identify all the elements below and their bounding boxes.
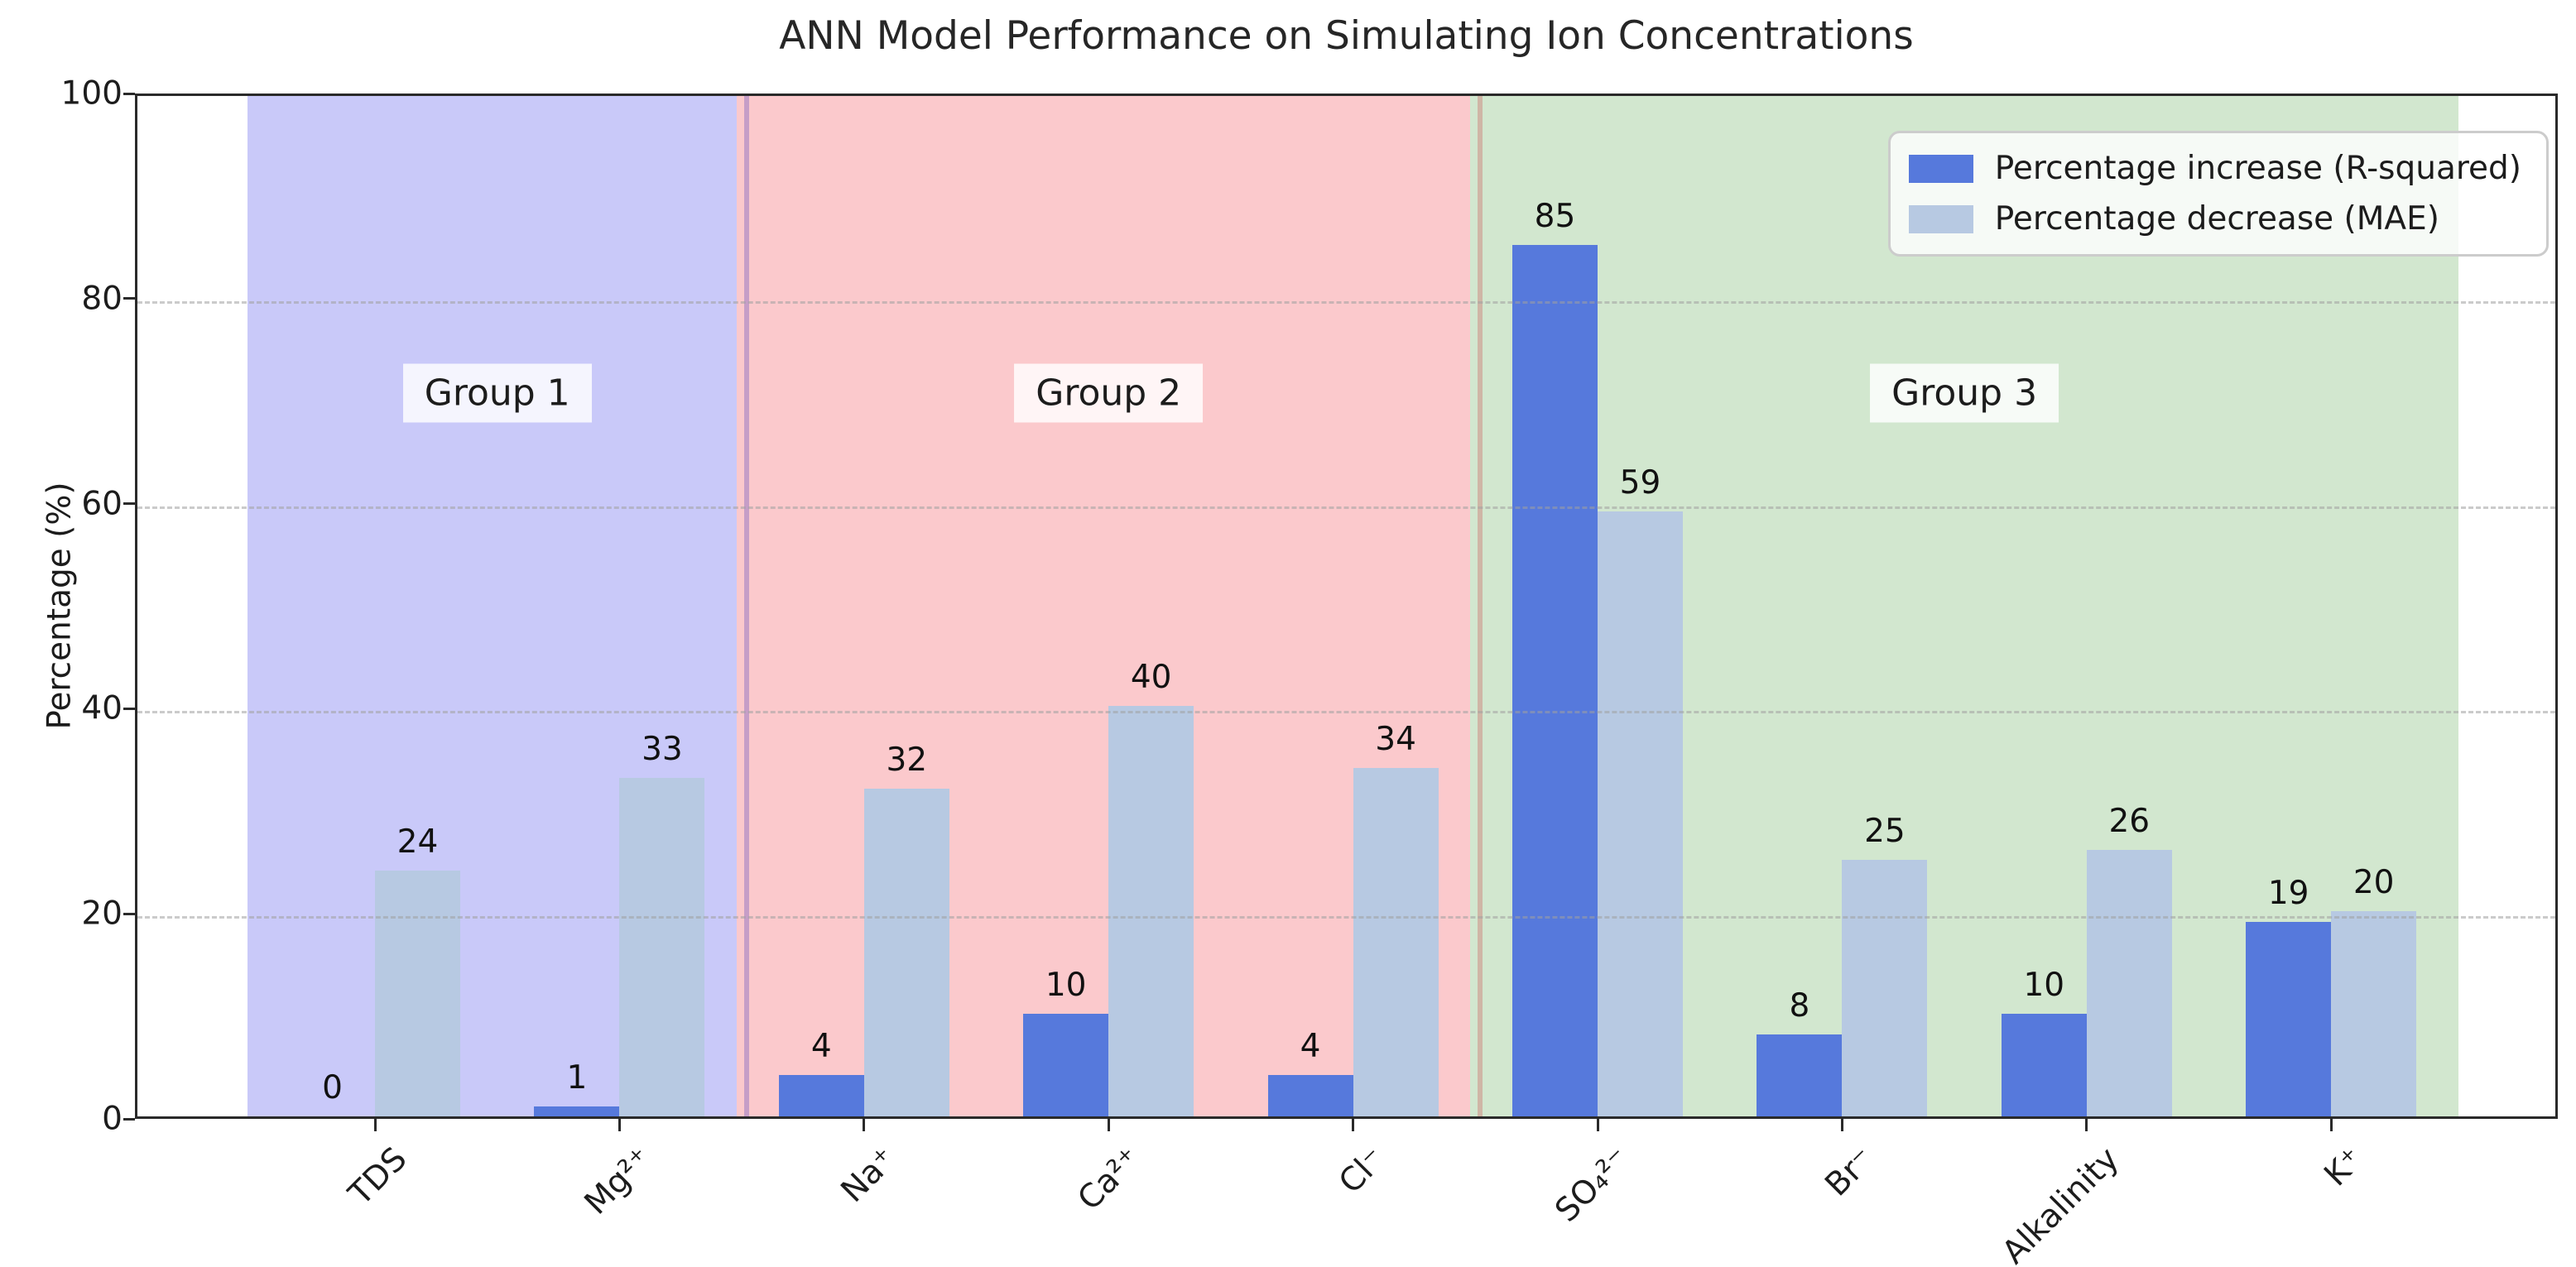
value-label-r-squared-cat6: 8 xyxy=(1789,986,1810,1025)
value-label-r-squared-cat0: 0 xyxy=(322,1069,343,1106)
y-tick-60 xyxy=(123,502,135,506)
bar-r-squared-cat6 xyxy=(1757,1034,1843,1116)
value-label-mae-cat0: 24 xyxy=(396,823,439,861)
value-label-r-squared-cat4: 4 xyxy=(1300,1028,1321,1066)
y-tick-label-40: 40 xyxy=(81,689,123,727)
x-tick-1 xyxy=(618,1119,621,1131)
bar-mae-cat4 xyxy=(1353,767,1439,1116)
value-label-mae-cat1: 33 xyxy=(642,731,683,769)
bar-mae-cat7 xyxy=(2086,849,2172,1116)
x-tick-0 xyxy=(373,1119,377,1131)
group-label-2: Group 2 xyxy=(1014,363,1204,423)
y-tick-40 xyxy=(123,707,135,710)
bar-mae-cat2 xyxy=(863,788,949,1116)
x-tick-label-5: SO₄²⁻ xyxy=(1548,1140,1637,1230)
y-tick-80 xyxy=(123,297,135,300)
x-tick-3 xyxy=(1107,1119,1110,1131)
x-tick-label-7: Alkalinity xyxy=(1995,1140,2127,1267)
x-tick-label-8: K⁺ xyxy=(2317,1140,2372,1194)
bar-mae-cat1 xyxy=(619,778,705,1116)
y-tick-label-20: 20 xyxy=(81,895,123,933)
value-label-mae-cat8: 20 xyxy=(2353,864,2395,902)
bar-r-squared-cat5 xyxy=(1512,244,1598,1116)
value-label-mae-cat6: 25 xyxy=(1864,813,1906,851)
x-tick-label-2: Na⁺ xyxy=(834,1140,904,1210)
bar-r-squared-cat8 xyxy=(2246,921,2332,1116)
legend-item-mae: Percentage decrease (MAE) xyxy=(1908,200,2521,238)
y-tick-label-60: 60 xyxy=(81,485,123,523)
value-label-mae-cat2: 32 xyxy=(886,741,928,779)
bar-mae-cat6 xyxy=(1842,860,1928,1116)
x-tick-6 xyxy=(1840,1119,1843,1131)
y-tick-label-80: 80 xyxy=(81,280,123,318)
x-tick-label-0: TDS xyxy=(342,1140,415,1213)
bar-mae-cat3 xyxy=(1108,706,1194,1116)
legend-swatch-r-squared xyxy=(1908,154,1973,183)
value-label-r-squared-cat5: 85 xyxy=(1534,197,1576,235)
legend-swatch-mae xyxy=(1908,204,1973,233)
legend-label-r-squared: Percentage increase (R-squared) xyxy=(1994,150,2521,187)
y-tick-20 xyxy=(123,912,135,915)
value-label-r-squared-cat1: 1 xyxy=(566,1058,588,1097)
value-label-mae-cat4: 34 xyxy=(1375,720,1416,758)
value-label-mae-cat5: 59 xyxy=(1619,464,1661,502)
chart-title: ANN Model Performance on Simulating Ion … xyxy=(779,13,1914,59)
y-tick-label-0: 0 xyxy=(102,1100,123,1138)
x-tick-4 xyxy=(1352,1119,1355,1131)
x-tick-label-6: Br⁻ xyxy=(1818,1140,1882,1204)
value-label-mae-cat3: 40 xyxy=(1130,659,1172,697)
legend: Percentage increase (R-squared) Percenta… xyxy=(1887,131,2549,257)
bar-r-squared-cat7 xyxy=(2001,1014,2087,1116)
y-axis-title: Percentage (%) xyxy=(41,482,79,730)
bar-r-squared-cat4 xyxy=(1267,1075,1353,1116)
y-tick-100 xyxy=(123,92,135,95)
bar-mae-cat8 xyxy=(2331,911,2417,1116)
value-label-r-squared-cat7: 10 xyxy=(2023,967,2065,1005)
plot-area: Percentage increase (R-squared) Percenta… xyxy=(135,94,2558,1119)
y-tick-label-100: 100 xyxy=(60,74,123,113)
group-divider-2 xyxy=(1478,96,1483,1116)
bar-mae-cat0 xyxy=(375,870,460,1116)
bar-r-squared-cat2 xyxy=(778,1075,864,1116)
bar-r-squared-cat1 xyxy=(534,1106,620,1116)
x-tick-2 xyxy=(863,1119,866,1131)
group-label-1: Group 1 xyxy=(402,363,592,423)
legend-label-mae: Percentage decrease (MAE) xyxy=(1994,200,2439,238)
x-tick-5 xyxy=(1596,1119,1599,1131)
value-label-r-squared-cat3: 10 xyxy=(1045,967,1087,1005)
value-label-r-squared-cat8: 19 xyxy=(2267,874,2309,912)
legend-item-r-squared: Percentage increase (R-squared) xyxy=(1908,150,2521,187)
value-label-r-squared-cat2: 4 xyxy=(810,1028,832,1066)
bar-mae-cat5 xyxy=(1598,511,1683,1116)
group-divider-1 xyxy=(744,96,749,1116)
y-tick-0 xyxy=(123,1117,135,1121)
x-tick-label-1: Mg²⁺ xyxy=(577,1140,660,1222)
bar-r-squared-cat3 xyxy=(1023,1014,1109,1116)
x-tick-7 xyxy=(2085,1119,2088,1131)
x-tick-8 xyxy=(2329,1119,2333,1131)
group-label-3: Group 3 xyxy=(1870,363,2059,423)
x-tick-label-3: Ca²⁺ xyxy=(1070,1140,1149,1218)
value-label-mae-cat7: 26 xyxy=(2108,802,2151,840)
x-tick-label-4: Cl⁻ xyxy=(1332,1140,1393,1202)
